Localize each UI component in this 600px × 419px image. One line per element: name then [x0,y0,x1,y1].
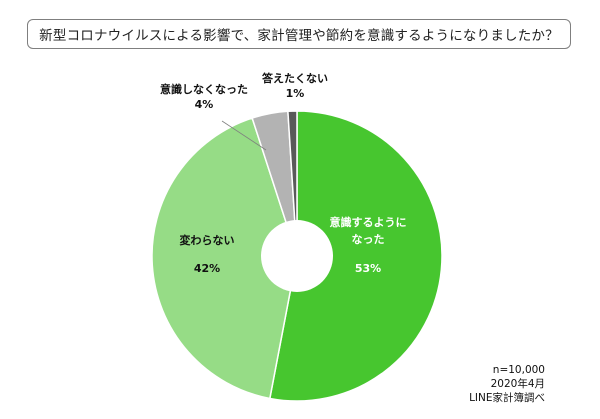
source: LINE家計簿調べ [469,392,545,404]
leader-line [221,120,267,151]
slice-label-0: 意識するように [330,215,407,229]
chart-title: 新型コロナウイルスによる影響で、家計管理や節約を意識するようになりましたか？ [27,19,571,49]
slice-value-0: 53% [355,262,381,275]
slice-label-0: なった [352,233,385,246]
slice-label-2: 意識しなくなった [160,82,248,96]
survey-date: 2020年4月 [490,378,545,390]
slice-value-2: 4% [195,98,214,111]
slice-label-3: 答えたくない [262,71,328,85]
pie-slice-1 [151,117,298,400]
slice-value-3: 1% [286,87,305,100]
footnote: n=10,000 2020年4月 LINE家計簿調べ [469,363,545,405]
slice-label-1: 変わらない [180,233,235,247]
donut-hole [261,220,333,292]
pie-slice-3 [287,110,298,257]
pie-slice-0 [268,110,443,402]
slice-value-1: 42% [194,262,220,275]
sample-size: n=10,000 [492,364,545,376]
